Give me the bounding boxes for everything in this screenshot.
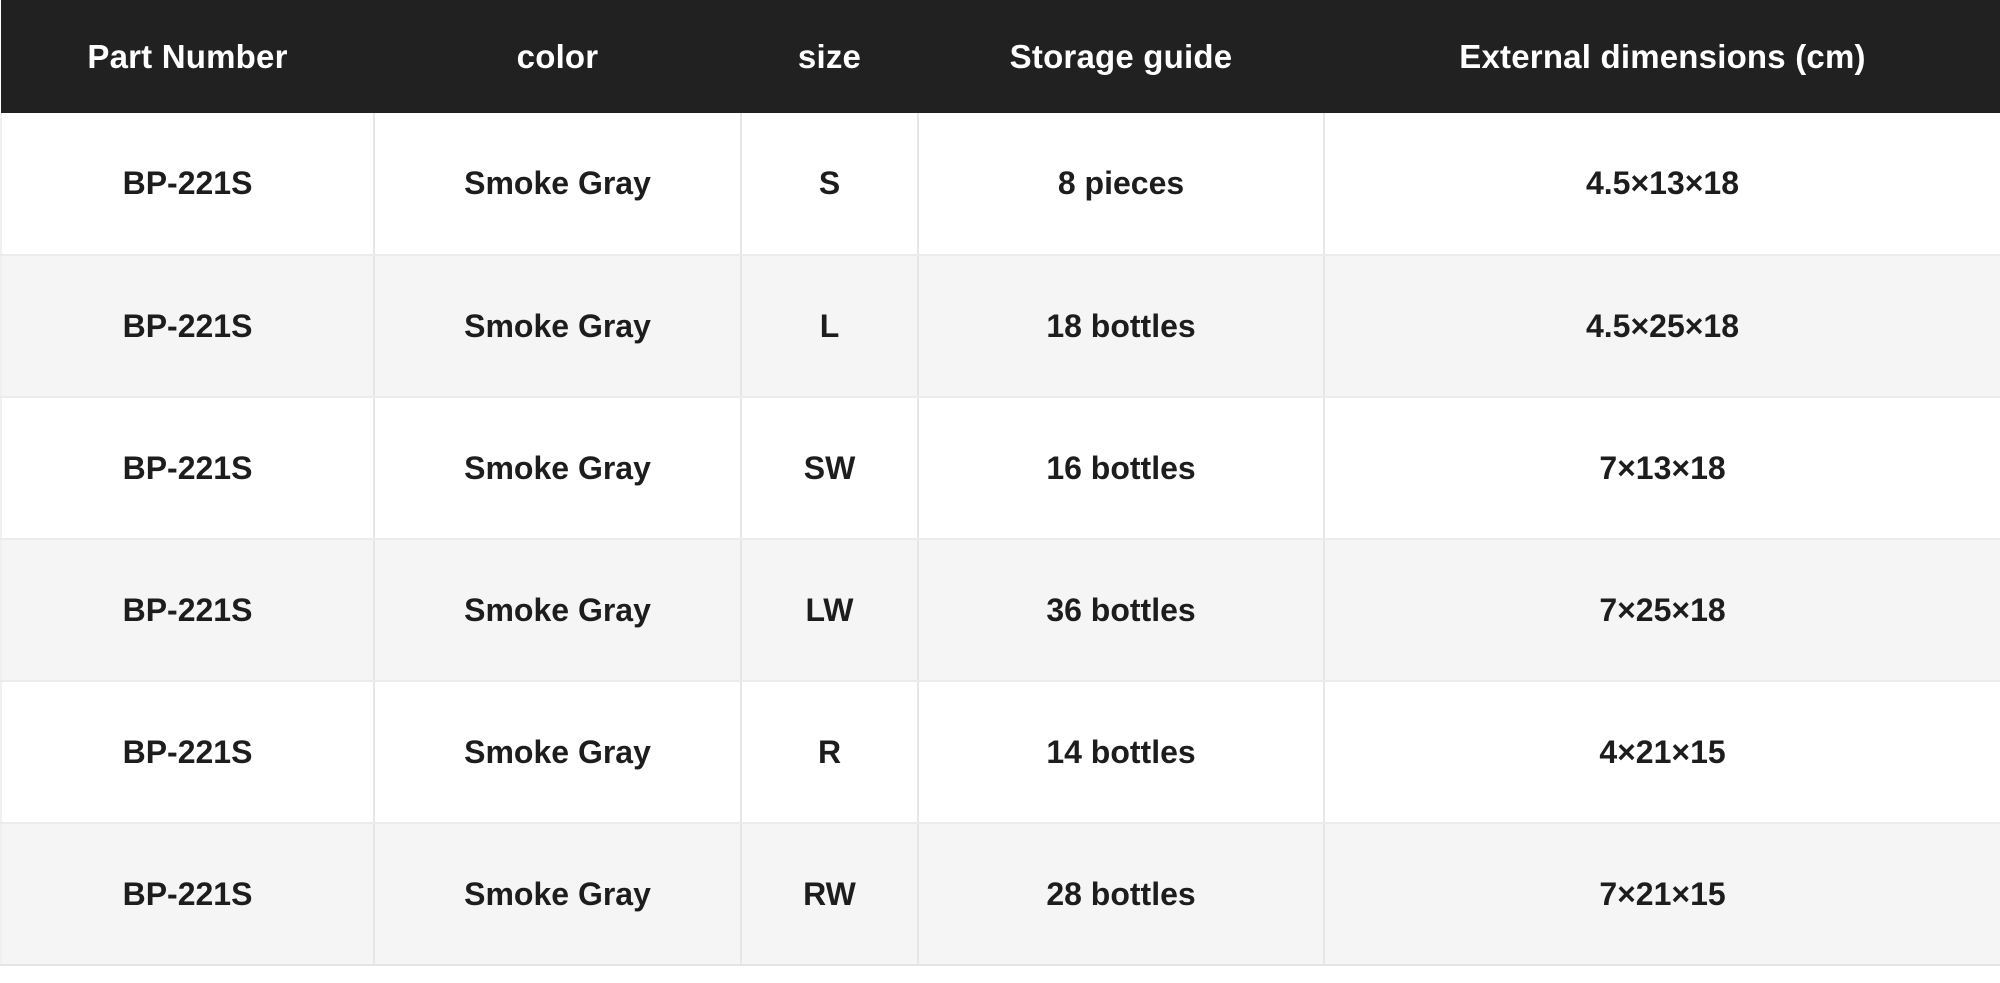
cell-color: Smoke Gray: [374, 681, 742, 824]
cell-size: LW: [741, 539, 919, 682]
table-row: BP-221S Smoke Gray R 14 bottles 4×21×15: [0, 681, 2000, 824]
table-header-row: Part Number color size Storage guide Ext…: [1, 0, 2000, 113]
cell-part-number: BP-221S: [0, 397, 375, 540]
table-row: BP-221S Smoke Gray S 8 pieces 4.5×13×18: [0, 113, 2000, 256]
cell-external-dimensions: 4.5×13×18: [1324, 113, 2000, 256]
table-header: Part Number color size Storage guide Ext…: [1, 0, 2000, 113]
cell-size: S: [741, 113, 919, 256]
cell-storage-guide: 18 bottles: [918, 255, 1325, 398]
cell-storage-guide: 28 bottles: [918, 823, 1325, 966]
cell-size: SW: [741, 397, 919, 540]
cell-size: R: [741, 681, 919, 824]
cell-external-dimensions: 7×25×18: [1324, 539, 2000, 682]
cell-storage-guide: 16 bottles: [918, 397, 1325, 540]
column-header-size: size: [797, 37, 862, 75]
cell-size: L: [741, 255, 919, 398]
cell-part-number: BP-221S: [0, 823, 375, 966]
column-header-external-dimensions: External dimensions (cm): [1459, 37, 1866, 75]
column-header-color: color: [516, 37, 599, 75]
table-row: BP-221S Smoke Gray L 18 bottles 4.5×25×1…: [0, 255, 2000, 398]
cell-color: Smoke Gray: [374, 113, 742, 256]
table-body: BP-221S Smoke Gray S 8 pieces 4.5×13×18 …: [0, 113, 2000, 966]
cell-storage-guide: 14 bottles: [918, 681, 1325, 824]
table-row: BP-221S Smoke Gray SW 16 bottles 7×13×18: [0, 397, 2000, 540]
cell-color: Smoke Gray: [374, 539, 742, 682]
cell-part-number: BP-221S: [0, 539, 375, 682]
column-header-storage-guide: Storage guide: [1009, 37, 1233, 75]
cell-external-dimensions: 4×21×15: [1324, 681, 2000, 824]
cell-size: RW: [741, 823, 919, 966]
cell-color: Smoke Gray: [374, 255, 742, 398]
cell-part-number: BP-221S: [0, 681, 375, 824]
table-row: BP-221S Smoke Gray RW 28 bottles 7×21×15: [0, 823, 2000, 966]
cell-storage-guide: 8 pieces: [918, 113, 1325, 256]
cell-external-dimensions: 7×13×18: [1324, 397, 2000, 540]
cell-part-number: BP-221S: [0, 255, 375, 398]
cell-external-dimensions: 7×21×15: [1324, 823, 2000, 966]
cell-part-number: BP-221S: [0, 113, 375, 256]
cell-color: Smoke Gray: [374, 397, 742, 540]
cell-external-dimensions: 4.5×25×18: [1324, 255, 2000, 398]
column-header-part-number: Part Number: [87, 37, 288, 75]
table-row: BP-221S Smoke Gray LW 36 bottles 7×25×18: [0, 539, 2000, 682]
cell-storage-guide: 36 bottles: [918, 539, 1325, 682]
cell-color: Smoke Gray: [374, 823, 742, 966]
